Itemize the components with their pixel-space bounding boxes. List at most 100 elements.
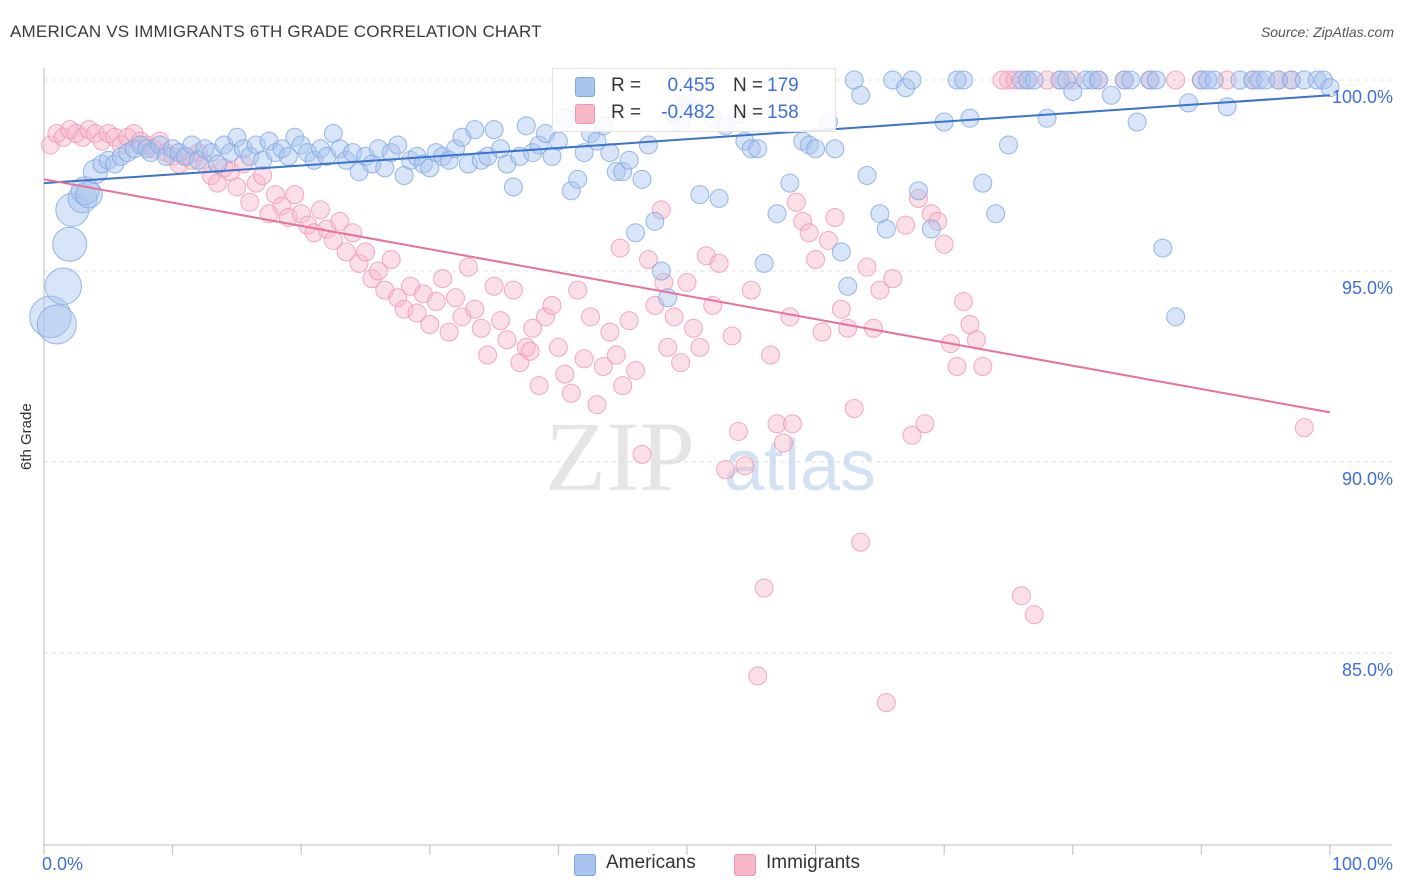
- americans-point: [780, 173, 800, 193]
- americans-point: [227, 127, 247, 147]
- immigrants-point: [683, 318, 703, 338]
- immigrants-point: [1294, 418, 1314, 438]
- americans-point: [1320, 78, 1340, 98]
- americans-point: [561, 181, 581, 201]
- stats-legend: R = 0.455 N = 179 R = -0.482 N = 158: [552, 68, 836, 132]
- americans-point: [986, 204, 1006, 224]
- immigrants-point: [426, 292, 446, 312]
- immigrants-point: [433, 269, 453, 289]
- immigrants-point: [606, 345, 626, 365]
- americans-point: [484, 120, 504, 140]
- immigrants-point: [741, 280, 761, 300]
- immigrants-point: [799, 223, 819, 243]
- americans-point: [1121, 70, 1141, 90]
- americans-point: [1089, 70, 1109, 90]
- immigrants-point: [844, 399, 864, 419]
- immigrants-point: [722, 326, 742, 346]
- immigrants-point: [73, 127, 93, 147]
- immigrants-point: [439, 322, 459, 342]
- immigrants-point: [851, 532, 871, 552]
- americans-trend-line: [43, 94, 1331, 185]
- immigrants-point: [471, 318, 491, 338]
- immigrants-point: [767, 414, 787, 434]
- americans-point: [600, 143, 620, 163]
- x-tick-label: 0.0%: [42, 854, 83, 874]
- immigrants-point: [310, 200, 330, 220]
- americans-point: [1082, 70, 1102, 90]
- immigrants-point: [407, 303, 427, 323]
- gridlines: [44, 79, 1392, 654]
- r-value: 0.455: [667, 75, 715, 96]
- immigrants-point: [394, 299, 414, 319]
- n-label: N =: [733, 75, 764, 96]
- americans-point: [156, 146, 176, 166]
- americans-point: [175, 146, 195, 166]
- americans-point: [921, 219, 941, 239]
- immigrants-point: [664, 307, 684, 327]
- immigrants-point: [735, 456, 755, 476]
- americans-point: [368, 139, 388, 159]
- americans-point: [960, 108, 980, 128]
- immigrants-point: [782, 414, 802, 434]
- americans-point: [381, 143, 401, 163]
- americans-point: [908, 181, 928, 201]
- immigrants-point: [638, 250, 658, 270]
- americans-point: [36, 304, 77, 345]
- immigrants-point: [934, 234, 954, 254]
- americans-point: [1179, 93, 1199, 113]
- chart-title: AMERICAN VS IMMIGRANTS 6TH GRADE CORRELA…: [10, 22, 542, 41]
- trend-lines: [43, 94, 1331, 414]
- americans-point: [1114, 70, 1134, 90]
- americans-point: [208, 154, 228, 174]
- immigrants-point: [671, 353, 691, 373]
- immigrants-point: [626, 360, 646, 380]
- americans-point: [1140, 70, 1160, 90]
- immigrants-point: [330, 211, 350, 231]
- immigrants-point: [362, 269, 382, 289]
- americans-point: [999, 135, 1018, 155]
- axes: [43, 68, 1392, 855]
- americans-point: [548, 131, 568, 151]
- y-tick-label: 100.0%: [1332, 87, 1393, 107]
- immigrants-point: [632, 444, 652, 464]
- immigrants-point: [581, 307, 601, 327]
- immigrants-point: [831, 299, 851, 319]
- immigrants-point: [915, 414, 935, 434]
- source-credit: Source: ZipAtlas.com: [1260, 24, 1394, 40]
- watermark-atlas: atlas: [724, 426, 876, 506]
- immigrants-swatch: [575, 104, 595, 124]
- americans-point: [741, 139, 761, 159]
- immigrants-point: [388, 288, 408, 308]
- immigrants-point: [1166, 70, 1186, 90]
- americans-point: [503, 177, 523, 197]
- americans-point: [388, 135, 408, 155]
- immigrants-point: [536, 307, 556, 327]
- americans-point: [568, 169, 588, 189]
- americans-point: [748, 139, 768, 159]
- americans-point: [1217, 97, 1237, 117]
- immigrants-point: [227, 177, 247, 197]
- immigrants-point: [677, 272, 697, 292]
- americans-point: [1037, 108, 1057, 128]
- americans-point: [1198, 70, 1218, 90]
- immigrants-trend-line: [43, 178, 1331, 414]
- americans-point: [336, 150, 356, 170]
- immigrants-point: [343, 223, 363, 243]
- immigrants-point: [896, 215, 916, 235]
- immigrants-point: [265, 185, 285, 205]
- americans-point: [1024, 70, 1044, 90]
- americans-point: [465, 120, 485, 140]
- immigrants-point: [478, 345, 498, 365]
- immigrants-points: [40, 70, 1314, 713]
- americans-point: [574, 143, 594, 163]
- immigrants-point: [600, 322, 620, 342]
- americans-point: [1018, 70, 1038, 90]
- americans-label: Americans: [606, 852, 696, 873]
- immigrants-point: [908, 188, 928, 208]
- immigrants-point: [780, 307, 800, 327]
- immigrants-point: [690, 337, 710, 357]
- immigrants-point: [992, 70, 1012, 90]
- americans-point: [52, 226, 88, 262]
- immigrants-point: [491, 311, 511, 331]
